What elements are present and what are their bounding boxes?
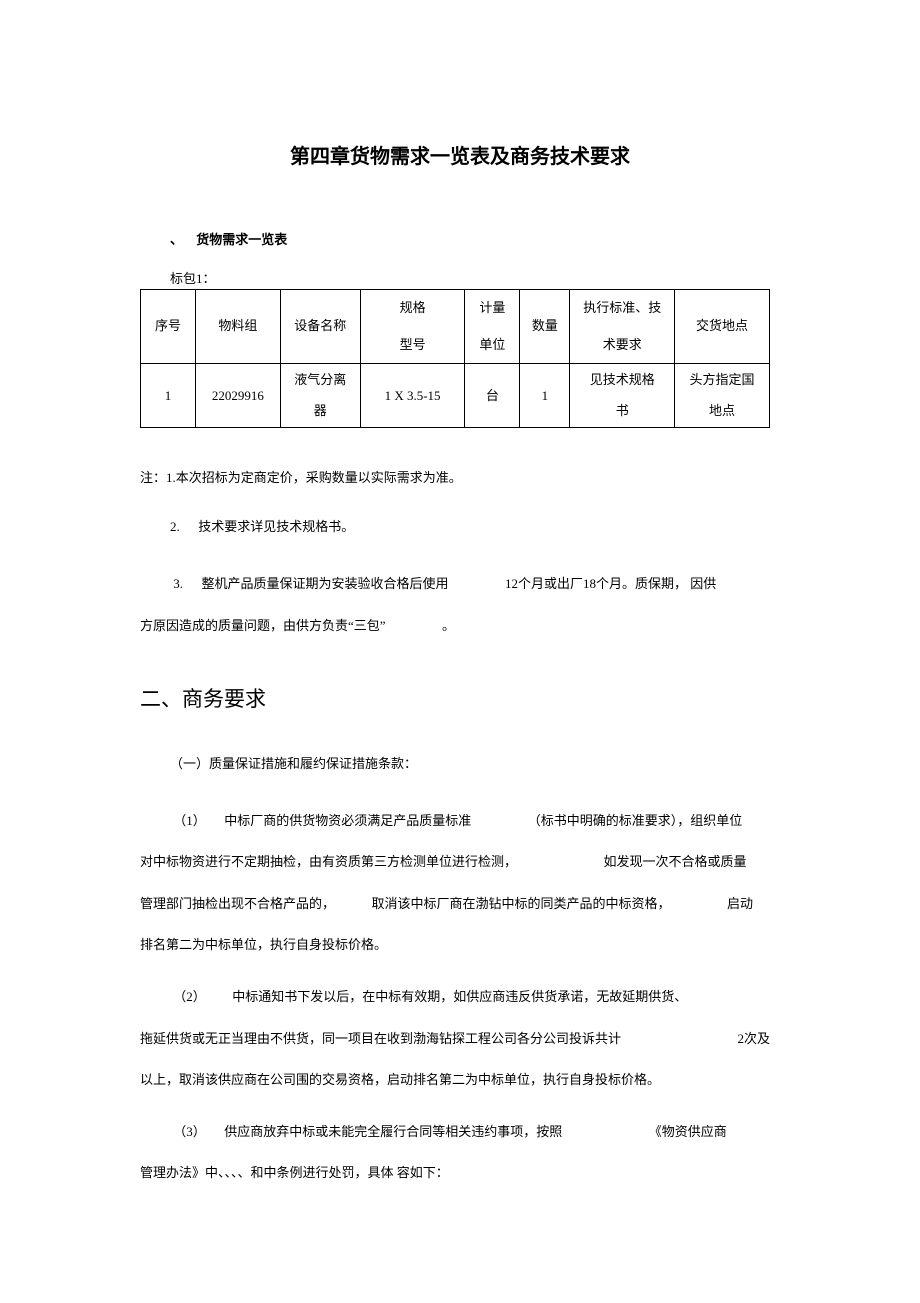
cell-delivery-line2: 地点 [675, 395, 769, 426]
p2-d: 以上，取消该供应商在公司围的交易资格，启动排名第二为中标单位，执行自身投标价格。 [140, 1072, 660, 1087]
goods-table: 序号 物料组 设备名称 规格 型号 计量 单位 数量 执行标准、技 术要求 交货… [140, 289, 770, 428]
note-1: 注：1.本次招标为定商定价，采购数量以实际需求为准。 [140, 468, 780, 489]
col-unit: 计量 单位 [465, 290, 520, 364]
col-std: 执行标准、技 术要求 [570, 290, 675, 364]
cell-qty: 1 [520, 364, 570, 427]
cell-device: 液气分离 器 [280, 364, 360, 427]
col-unit-line1: 计量 [465, 290, 519, 327]
p3-c: 管理办法》中、、、、和中条例进行处罚，具体 容如下： [140, 1165, 449, 1180]
cell-unit: 台 [465, 364, 520, 427]
chapter-title: 第四章货物需求一览表及商务技术要求 [140, 140, 780, 169]
section-2-heading: 二、商务要求 [140, 683, 780, 713]
note-3-c: 方原因造成的质量问题，由供方负责“三包” [140, 618, 386, 633]
p3-b: 《物资供应商 [649, 1124, 727, 1139]
col-spec-line2: 型号 [361, 327, 465, 364]
table-header-row: 序号 物料组 设备名称 规格 型号 计量 单位 数量 执行标准、技 术要求 交货… [141, 290, 770, 364]
col-material: 物料组 [195, 290, 280, 364]
p2-num: （2） [173, 989, 206, 1004]
cell-delivery-line1: 头方指定国 [675, 364, 769, 395]
col-device: 设备名称 [280, 290, 360, 364]
cell-device-line2: 器 [281, 395, 360, 426]
p3-num: （3） [173, 1124, 206, 1139]
p1-num: （1） [173, 813, 206, 828]
col-std-line1: 执行标准、技 [570, 290, 674, 327]
col-spec-line1: 规格 [361, 290, 465, 327]
note-3-num: 3. [173, 576, 183, 591]
cell-seq: 1 [141, 364, 196, 427]
document-page: 第四章货物需求一览表及商务技术要求 、 货物需求一览表 标包1： 序号 物料组 … [0, 0, 920, 1264]
note-2-num: 2. [170, 519, 180, 534]
col-unit-line2: 单位 [465, 327, 519, 364]
cell-device-line1: 液气分离 [281, 364, 360, 395]
cell-std-line2: 书 [570, 395, 674, 426]
note-3-b: 12个月或出厂18个月。质保期， 因供 [505, 576, 716, 591]
table-row: 1 22029916 液气分离 器 1 X 3.5-15 台 1 见技术规格 书… [141, 364, 770, 427]
cell-delivery: 头方指定国 地点 [675, 364, 770, 427]
p2-c: 2次及 [738, 1031, 771, 1046]
para-1: （1） 中标厂商的供货物资必须满足产品质量标准 （标书中明确的标准要求），组织单… [140, 800, 780, 966]
col-std-line2: 术要求 [570, 327, 674, 364]
cell-material: 22029916 [195, 364, 280, 427]
note-3-d: 。 [442, 618, 455, 633]
note-2: 2. 技术要求详见技术规格书。 [170, 516, 780, 535]
col-seq: 序号 [141, 290, 196, 364]
section-marker: 、 [170, 229, 183, 248]
cell-spec: 1 X 3.5-15 [360, 364, 465, 427]
p2-a: 中标通知书下发以后，在中标有效期，如供应商违反供货承诺，无故延期供货、 [232, 989, 687, 1004]
col-qty: 数量 [520, 290, 570, 364]
section-1-text: 货物需求一览表 [196, 232, 287, 247]
section-1-label: 、 货物需求一览表 [170, 229, 780, 248]
package-label: 标包1： [170, 268, 780, 287]
p1-c: 对中标物资进行不定期抽检，由有资质第三方检测单位进行检测， [140, 854, 517, 869]
p1-f: 取消该中标厂商在渤钻中标的同类产品的中标资格， [372, 896, 671, 911]
col-delivery: 交货地点 [675, 290, 770, 364]
p3-a: 供应商放弃中标或未能完全履行合同等相关违约事项，按照 [224, 1124, 562, 1139]
note-2-text: 技术要求详见技术规格书。 [198, 519, 354, 534]
note-3: 3. 整机产品质量保证期为安装验收合格后使用 12个月或出厂18个月。质保期， … [140, 563, 780, 646]
p1-g: 启动 [727, 896, 753, 911]
cell-std-line1: 见技术规格 [570, 364, 674, 395]
cell-std: 见技术规格 书 [570, 364, 675, 427]
note-3-a: 整机产品质量保证期为安装验收合格后使用 [202, 576, 449, 591]
p1-e: 管理部门抽检出现不合格产品的， [140, 896, 335, 911]
p1-a: 中标厂商的供货物资必须满足产品质量标准 [224, 813, 471, 828]
p2-b: 拖延供货或无正当理由不供货，同一项目在收到渤海钻探工程公司各分公司投诉共计 [140, 1031, 621, 1046]
para-3: （3） 供应商放弃中标或未能完全履行合同等相关违约事项，按照 《物资供应商 管理… [140, 1111, 780, 1194]
p1-d: 如发现一次不合格或质量 [604, 854, 747, 869]
col-spec: 规格 型号 [360, 290, 465, 364]
p1-b: （标书中明确的标准要求），组织单位 [528, 813, 743, 828]
p1-h: 排名第二为中标单位，执行自身投标价格。 [140, 937, 387, 952]
para-2: （2） 中标通知书下发以后，在中标有效期，如供应商违反供货承诺，无故延期供货、 … [140, 976, 780, 1101]
subsection-1-label: （一）质量保证措施和履约保证措施条款： [170, 753, 780, 772]
